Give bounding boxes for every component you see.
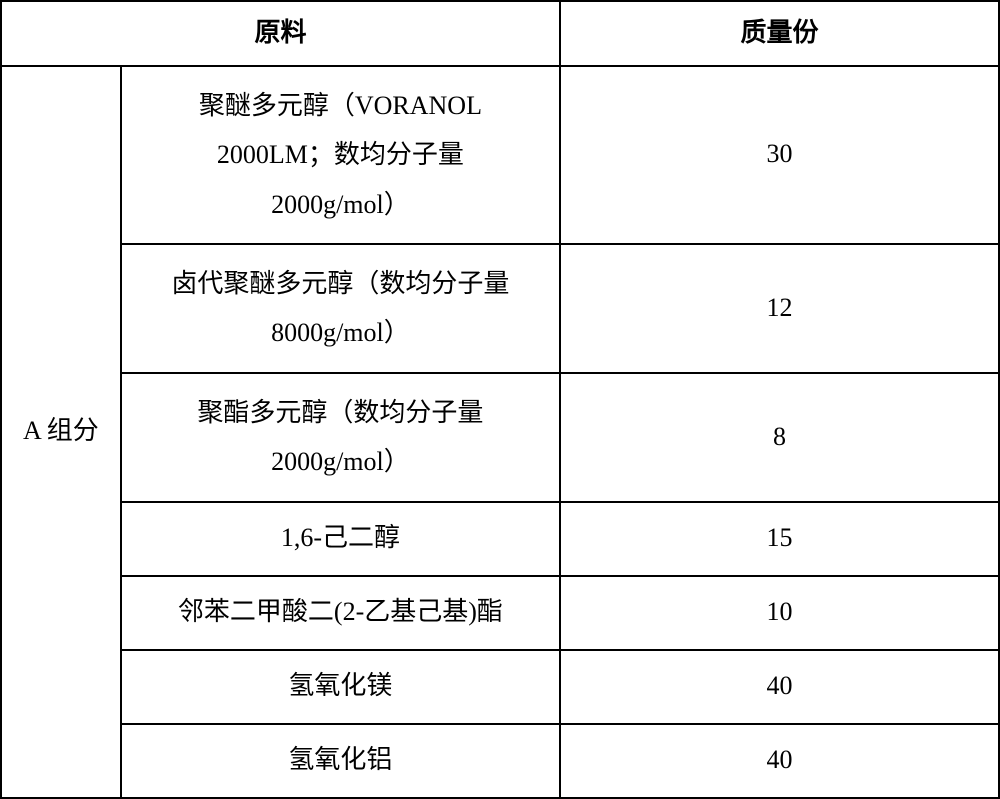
table-row: A 组分 聚醚多元醇（VORANOL 2000LM；数均分子量 2000g/mo…: [1, 66, 999, 244]
value-cell: 8: [560, 373, 999, 502]
material-text-line: 8000g/mol）: [271, 318, 410, 347]
table-row: 聚酯多元醇（数均分子量 2000g/mol） 8: [1, 373, 999, 502]
material-cell: 聚酯多元醇（数均分子量 2000g/mol）: [121, 373, 560, 502]
header-quantity: 质量份: [560, 1, 999, 66]
material-text-line: 聚醚多元醇（VORANOL: [199, 91, 482, 120]
material-text-line: 卤代聚醚多元醇（数均分子量: [171, 269, 509, 298]
group-label-cell: A 组分: [1, 66, 121, 798]
material-cell: 氢氧化镁: [121, 650, 560, 724]
material-cell: 卤代聚醚多元醇（数均分子量 8000g/mol）: [121, 244, 560, 373]
material-text-line: 2000g/mol）: [271, 190, 410, 219]
material-cell: 1,6-己二醇: [121, 502, 560, 576]
table-row: 卤代聚醚多元醇（数均分子量 8000g/mol） 12: [1, 244, 999, 373]
table-row: 氢氧化铝 40: [1, 724, 999, 798]
table-row: 氢氧化镁 40: [1, 650, 999, 724]
material-text-line: 2000LM；数均分子量: [217, 140, 464, 169]
material-text-line: 2000g/mol）: [271, 447, 410, 476]
value-cell: 40: [560, 724, 999, 798]
table-header-row: 原料 质量份: [1, 1, 999, 66]
table-row: 邻苯二甲酸二(2-乙基己基)酯 10: [1, 576, 999, 650]
material-text-line: 聚酯多元醇（数均分子量: [197, 398, 483, 427]
table-row: 1,6-己二醇 15: [1, 502, 999, 576]
material-cell: 氢氧化铝: [121, 724, 560, 798]
header-material: 原料: [1, 1, 560, 66]
value-cell: 10: [560, 576, 999, 650]
value-cell: 12: [560, 244, 999, 373]
value-cell: 40: [560, 650, 999, 724]
material-cell: 邻苯二甲酸二(2-乙基己基)酯: [121, 576, 560, 650]
formula-table-container: 原料 质量份 A 组分 聚醚多元醇（VORANOL 2000LM；数均分子量 2…: [0, 0, 1000, 679]
value-cell: 15: [560, 502, 999, 576]
value-cell: 30: [560, 66, 999, 244]
material-cell: 聚醚多元醇（VORANOL 2000LM；数均分子量 2000g/mol）: [121, 66, 560, 244]
